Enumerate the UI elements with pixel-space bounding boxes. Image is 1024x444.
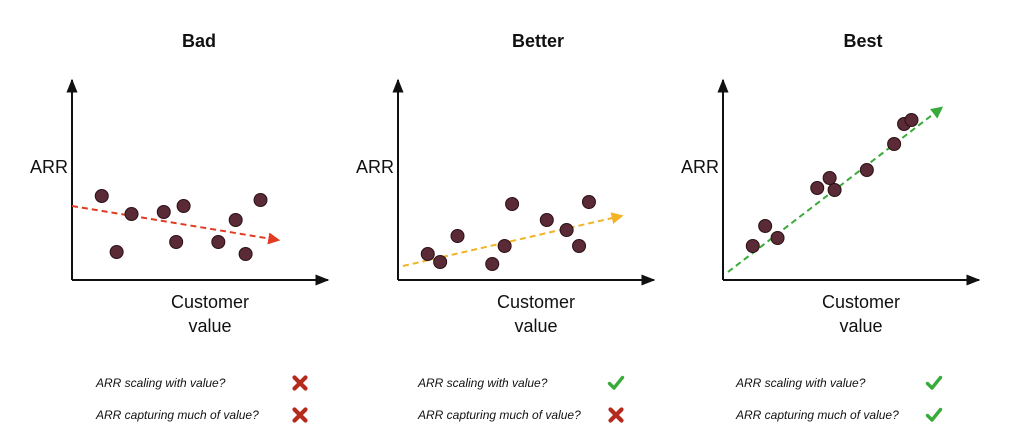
data-point xyxy=(228,213,243,227)
criteria-label: ARR scaling with value? xyxy=(96,376,226,390)
data-point xyxy=(822,171,837,185)
data-point xyxy=(176,199,191,213)
data-point xyxy=(433,255,448,269)
data-point xyxy=(420,247,435,261)
x-axis-label-line: value xyxy=(188,316,231,336)
x-axis-label-line: value xyxy=(514,316,557,336)
data-point xyxy=(559,223,574,237)
chart-panel-best: Best ARR Customer value xyxy=(681,31,981,336)
data-point xyxy=(758,219,773,233)
data-point xyxy=(904,113,919,127)
x-axis-label-line: Customer xyxy=(171,292,249,312)
data-point xyxy=(497,239,512,253)
data-point xyxy=(827,183,842,197)
panel-title: Bad xyxy=(182,31,216,51)
cross-icon xyxy=(291,374,309,392)
chart-panel-better: Better ARR Customer value xyxy=(356,31,656,336)
data-point xyxy=(238,247,253,261)
y-axis-label: ARR xyxy=(356,157,394,177)
check-icon xyxy=(925,406,943,424)
check-icon xyxy=(925,374,943,392)
data-point xyxy=(505,197,520,211)
panel-title: Better xyxy=(512,31,564,51)
data-point xyxy=(810,181,825,195)
criteria-label: ARR capturing much of value? xyxy=(96,408,259,422)
criteria-label: ARR scaling with value? xyxy=(418,376,548,390)
data-point xyxy=(124,207,139,221)
data-point xyxy=(572,239,587,253)
x-axis-label-line: Customer xyxy=(822,292,900,312)
data-point xyxy=(859,163,874,177)
trend-line xyxy=(402,212,624,267)
x-axis-label-line: Customer xyxy=(497,292,575,312)
data-point xyxy=(211,235,226,249)
x-axis-label-line: value xyxy=(839,316,882,336)
cross-icon xyxy=(291,406,309,424)
data-point xyxy=(485,257,500,271)
criteria-label: ARR scaling with value? xyxy=(736,376,866,390)
data-point xyxy=(94,189,109,203)
data-point xyxy=(887,137,902,151)
y-axis-label: ARR xyxy=(30,157,68,177)
criteria-label: ARR capturing much of value? xyxy=(418,408,581,422)
data-point xyxy=(745,239,760,253)
data-point xyxy=(450,229,465,243)
check-icon xyxy=(607,374,625,392)
cross-icon xyxy=(607,406,625,424)
data-point xyxy=(770,231,785,245)
data-point xyxy=(109,245,124,259)
data-point xyxy=(169,235,184,249)
data-point xyxy=(156,205,171,219)
criteria-label: ARR capturing much of value? xyxy=(736,408,899,422)
chart-panel-bad: Bad ARR Customer value xyxy=(30,31,330,336)
panel-title: Best xyxy=(843,31,882,51)
data-point xyxy=(253,193,268,207)
y-axis-label: ARR xyxy=(681,157,719,177)
data-point xyxy=(539,213,554,227)
trend-line xyxy=(71,205,281,245)
data-point xyxy=(581,195,596,209)
